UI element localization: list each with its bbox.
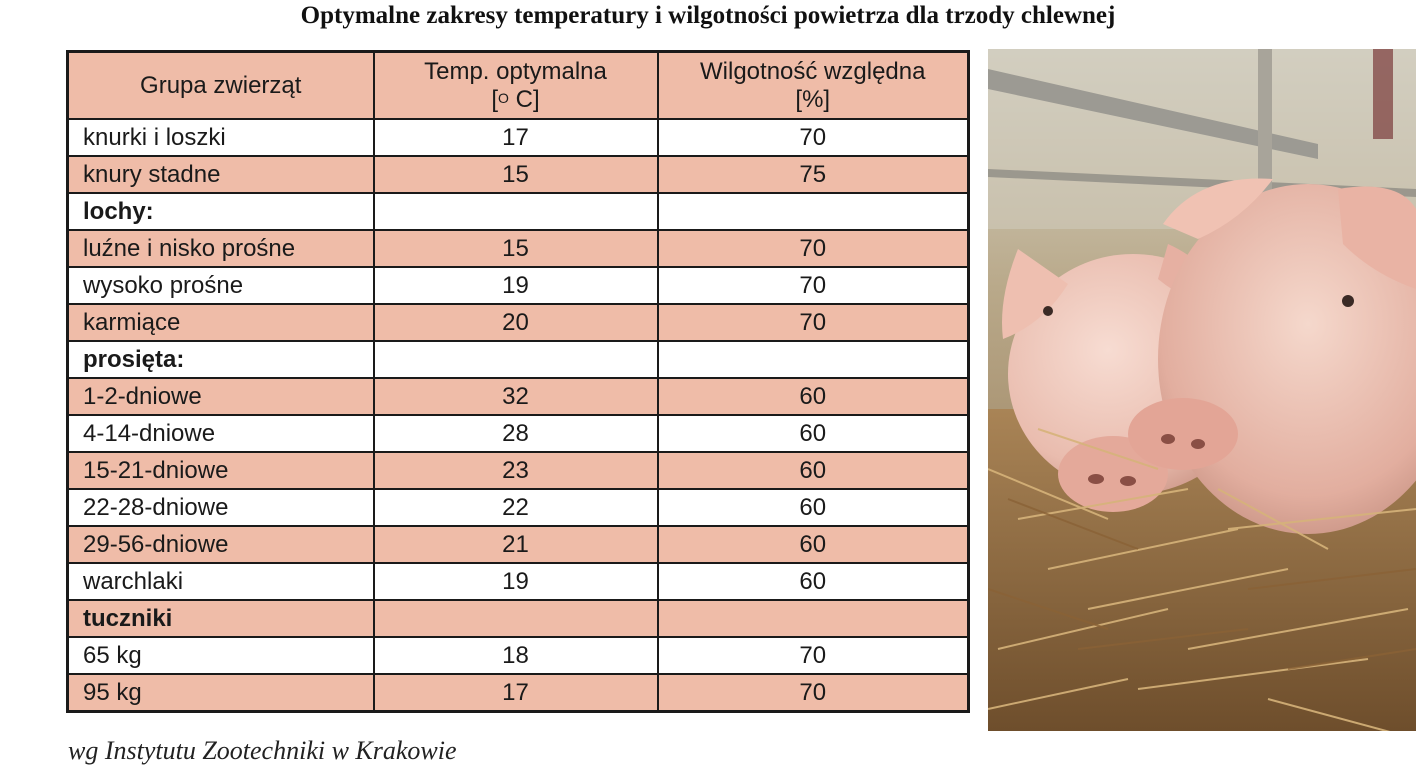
cell-humidity: 60	[656, 562, 970, 601]
cell-humidity: 60	[656, 488, 970, 527]
cell-humidity: 70	[656, 636, 970, 675]
cell-humidity: 70	[656, 118, 970, 157]
table-row: 4-14-dniowe 28 60	[66, 414, 970, 453]
cell-humidity	[656, 192, 970, 231]
header-temperature-line1: Temp. optymalna	[424, 57, 607, 85]
cell-temperature: 19	[372, 266, 659, 305]
table-row: 95 kg 17 70	[66, 673, 970, 713]
cell-group: luźne i nisko prośne	[66, 229, 375, 268]
source-caption: wg Instytutu Zootechniki w Krakowie	[68, 736, 457, 765]
cell-temperature: 17	[372, 118, 659, 157]
cell-temperature: 18	[372, 636, 659, 675]
cell-group: 15-21-dniowe	[66, 451, 375, 490]
header-humidity-unit: [%]	[795, 85, 831, 113]
cell-temperature	[372, 340, 659, 379]
cell-group: 22-28-dniowe	[66, 488, 375, 527]
cell-humidity	[656, 340, 970, 379]
cell-humidity: 70	[656, 673, 970, 713]
temperature-humidity-table: Grupa zwierząt Temp. optymalna [O C] Wil…	[66, 50, 970, 713]
header-humidity-line1: Wilgotność względna	[700, 57, 926, 85]
cell-temperature: 20	[372, 303, 659, 342]
header-temperature-degree: O	[498, 89, 509, 106]
header-temperature-unit-close: C]	[508, 85, 540, 113]
cell-temperature	[372, 192, 659, 231]
cell-group: warchlaki	[66, 562, 375, 601]
pigs-photo	[988, 49, 1416, 731]
table-row: 15-21-dniowe 23 60	[66, 451, 970, 490]
header-group: Grupa zwierząt	[66, 50, 375, 120]
table-row: warchlaki 19 60	[66, 562, 970, 601]
cell-group: 4-14-dniowe	[66, 414, 375, 453]
cell-humidity: 70	[656, 303, 970, 342]
table-row: 22-28-dniowe 22 60	[66, 488, 970, 527]
table-row: 65 kg 18 70	[66, 636, 970, 675]
header-temperature: Temp. optymalna [O C]	[372, 50, 659, 120]
cell-temperature: 23	[372, 451, 659, 490]
cell-group: tuczniki	[66, 599, 375, 638]
cell-humidity	[656, 599, 970, 638]
cell-group: knury stadne	[66, 155, 375, 194]
table-row: tuczniki	[66, 599, 970, 638]
cell-temperature	[372, 599, 659, 638]
table-row: luźne i nisko prośne 15 70	[66, 229, 970, 268]
cell-humidity: 60	[656, 451, 970, 490]
page-title: Optymalne zakresy temperatury i wilgotno…	[300, 2, 1116, 29]
cell-temperature: 32	[372, 377, 659, 416]
cell-group: 65 kg	[66, 636, 375, 675]
cell-temperature: 15	[372, 229, 659, 268]
cell-humidity: 70	[656, 266, 970, 305]
header-humidity: Wilgotność względna [%]	[656, 50, 970, 120]
table-row: karmiące 20 70	[66, 303, 970, 342]
cell-temperature: 21	[372, 525, 659, 564]
cell-group: wysoko prośne	[66, 266, 375, 305]
table-row: prosięta:	[66, 340, 970, 379]
cell-group: lochy:	[66, 192, 375, 231]
cell-temperature: 28	[372, 414, 659, 453]
cell-humidity: 75	[656, 155, 970, 194]
cell-group: prosięta:	[66, 340, 375, 379]
pigs-illustration	[988, 49, 1416, 731]
header-temperature-unit-open: [	[491, 85, 499, 113]
cell-temperature: 15	[372, 155, 659, 194]
cell-temperature: 22	[372, 488, 659, 527]
table-row: 29-56-dniowe 21 60	[66, 525, 970, 564]
cell-humidity: 70	[656, 229, 970, 268]
cell-humidity: 60	[656, 377, 970, 416]
cell-group: 95 kg	[66, 673, 375, 713]
cell-group: 1-2-dniowe	[66, 377, 375, 416]
cell-humidity: 60	[656, 414, 970, 453]
table-row: wysoko prośne 19 70	[66, 266, 970, 305]
table-row: lochy:	[66, 192, 970, 231]
cell-group: knurki i loszki	[66, 118, 375, 157]
cell-group: 29-56-dniowe	[66, 525, 375, 564]
table-row: knury stadne 15 75	[66, 155, 970, 194]
cell-temperature: 17	[372, 673, 659, 713]
table-row: knurki i loszki 17 70	[66, 118, 970, 157]
cell-temperature: 19	[372, 562, 659, 601]
table-header-row: Grupa zwierząt Temp. optymalna [O C] Wil…	[66, 50, 970, 120]
cell-humidity: 60	[656, 525, 970, 564]
table-row: 1-2-dniowe 32 60	[66, 377, 970, 416]
cell-group: karmiące	[66, 303, 375, 342]
